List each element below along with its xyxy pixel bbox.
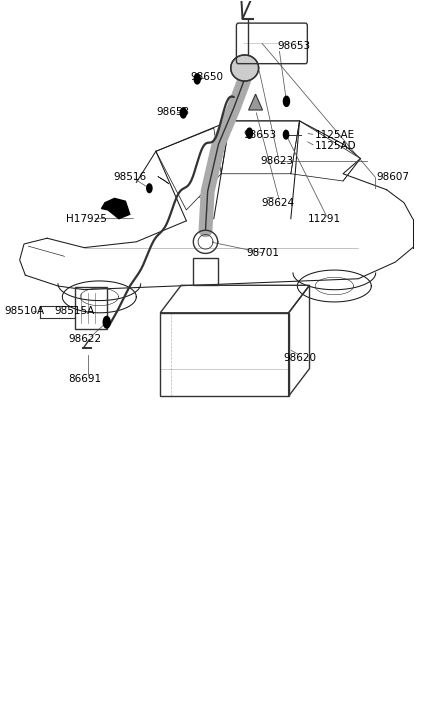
- Text: 98653: 98653: [278, 41, 311, 52]
- Text: 98624: 98624: [261, 198, 294, 208]
- Text: 98510A: 98510A: [5, 306, 45, 316]
- Text: H17925: H17925: [66, 214, 107, 224]
- Circle shape: [283, 130, 289, 139]
- Circle shape: [103, 316, 110, 328]
- Circle shape: [283, 96, 290, 106]
- Text: 98653: 98653: [243, 129, 276, 140]
- Bar: [160, 313, 289, 396]
- Text: 11291: 11291: [308, 214, 341, 224]
- Text: 98701: 98701: [247, 249, 279, 258]
- Circle shape: [247, 128, 253, 138]
- Bar: [75, 286, 107, 329]
- Circle shape: [147, 184, 152, 193]
- Text: 98620: 98620: [283, 353, 316, 363]
- Text: 98653: 98653: [156, 107, 189, 117]
- Text: 98650: 98650: [191, 72, 224, 81]
- Circle shape: [180, 108, 186, 118]
- Text: 86691: 86691: [68, 374, 101, 385]
- Bar: [193, 258, 218, 285]
- Polygon shape: [249, 94, 262, 110]
- Text: 98622: 98622: [68, 334, 101, 344]
- Text: 98516: 98516: [114, 172, 147, 182]
- Polygon shape: [102, 198, 130, 219]
- Text: 1125AD: 1125AD: [315, 141, 357, 151]
- Text: 98515A: 98515A: [54, 306, 95, 316]
- Polygon shape: [231, 55, 258, 81]
- Circle shape: [194, 74, 200, 84]
- Text: 98607: 98607: [377, 172, 410, 182]
- Text: 98623: 98623: [260, 156, 293, 166]
- Text: 1125AE: 1125AE: [315, 129, 355, 140]
